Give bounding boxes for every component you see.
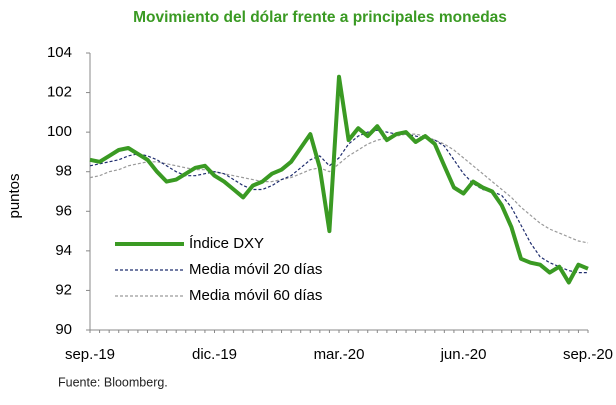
x-tick-label: dic.-19 [192, 346, 237, 363]
y-tick-label: 94 [55, 242, 72, 259]
series-line [89, 133, 589, 244]
x-tick-label: sep.-20 [563, 346, 613, 363]
y-tick-label: 104 [47, 44, 72, 61]
y-tick-label: 90 [55, 321, 72, 338]
legend-label: Media móvil 60 días [189, 287, 322, 304]
y-tick-label: 96 [55, 202, 72, 219]
chart-title: Movimiento del dólar frente a principale… [133, 9, 507, 26]
legend-label: Índice DXY [189, 235, 264, 252]
x-tick-label: jun.-20 [440, 346, 487, 363]
y-tick-label: 102 [47, 84, 72, 101]
y-tick-label: 98 [55, 163, 72, 180]
y-axis-label: puntos [6, 173, 23, 218]
x-tick-label: sep.-19 [65, 346, 115, 363]
y-tick-label: 92 [55, 281, 72, 298]
source-note: Fuente: Bloomberg. [58, 375, 168, 389]
legend-label: Media móvil 20 días [189, 261, 322, 278]
x-tick-label: mar.-20 [314, 346, 365, 363]
series-line [89, 129, 588, 274]
y-tick-label: 100 [47, 123, 72, 140]
series-line [89, 74, 589, 285]
